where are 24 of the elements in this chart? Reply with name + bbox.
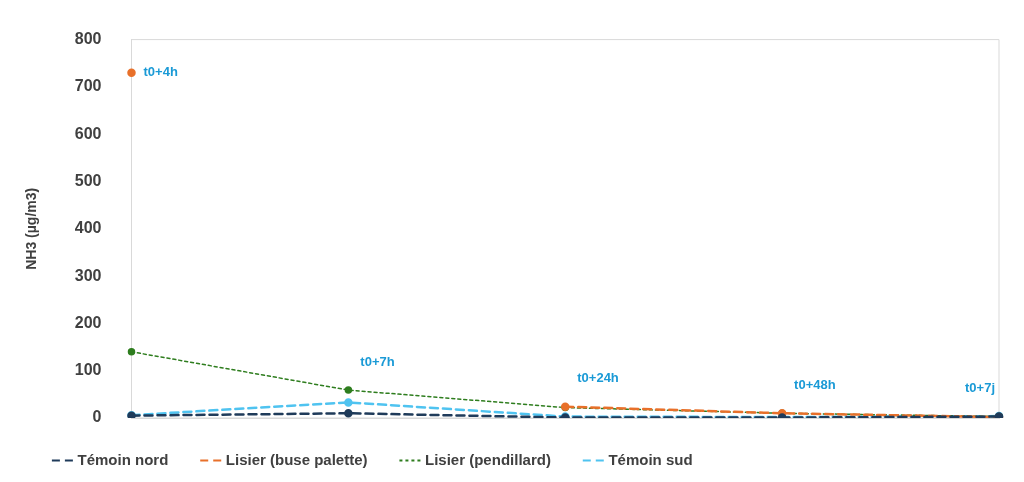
point xyxy=(127,68,136,77)
legend-label: Témoin nord xyxy=(77,450,169,468)
y-tick-label: 200 xyxy=(74,313,102,331)
point xyxy=(344,409,353,418)
y-tick-label: 0 xyxy=(92,408,102,426)
y-tick-label: 500 xyxy=(74,171,102,189)
annotation: t0+4h xyxy=(143,64,178,80)
y-axis-title: NH3 (µg/m3) xyxy=(23,187,40,270)
legend-label: Témoin sud xyxy=(608,450,693,468)
point xyxy=(344,386,353,394)
y-tick-label: 700 xyxy=(74,77,102,95)
annotation: t0+7h xyxy=(360,353,395,369)
y-tick-label: 100 xyxy=(74,361,102,379)
point xyxy=(127,348,136,356)
annotation: t0+24h xyxy=(577,370,619,386)
annotation: t0+48h xyxy=(794,376,836,392)
legend-label: Lisier (buse palette) xyxy=(225,450,368,468)
point xyxy=(344,398,353,407)
y-tick-label: 600 xyxy=(74,124,102,142)
annotation: t0+7j xyxy=(965,379,995,395)
legend-label: Lisier (pendillard) xyxy=(425,450,551,468)
y-tick-label: 400 xyxy=(74,219,102,237)
y-tick-label: 800 xyxy=(74,30,102,48)
y-tick-label: 300 xyxy=(74,266,102,284)
